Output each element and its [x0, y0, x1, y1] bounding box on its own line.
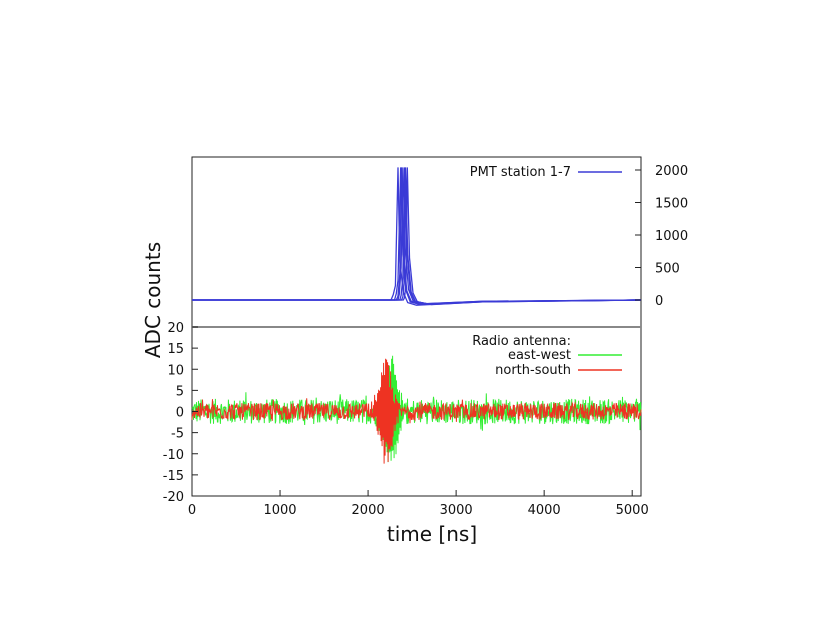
- bottom-y-tick-label: -10: [163, 448, 184, 463]
- x-tick-label: 1000: [263, 503, 296, 518]
- x-tick-label: 3000: [440, 503, 473, 518]
- legend-label-north-south: north-south: [495, 363, 571, 378]
- legend-label-east-west: east-west: [508, 348, 571, 363]
- top-legend: PMT station 1-7: [470, 165, 622, 180]
- pmt-trace-7: [192, 167, 642, 306]
- bottom-y-tick-label: -5: [171, 427, 184, 442]
- bottom-y-tick-label: 5: [176, 384, 184, 399]
- legend-title-radio: Radio antenna:: [472, 334, 571, 349]
- x-tick-label: 4000: [528, 503, 561, 518]
- bottom-y-tick-label: -15: [163, 469, 184, 484]
- top-panel-series: [192, 167, 642, 306]
- bottom-y-tick-label: 20: [167, 321, 184, 336]
- pmt-trace-5: [192, 167, 642, 305]
- bottom-legend: Radio antenna: east-west north-south: [472, 334, 622, 378]
- x-tick-label: 5000: [616, 503, 649, 518]
- top-y-tick-label: 500: [655, 262, 680, 277]
- y-axis-label: ADC counts: [141, 242, 165, 358]
- bottom-y-tick-label: -20: [163, 490, 184, 505]
- x-axis-label: time [ns]: [387, 522, 477, 546]
- top-y-tick-label: 1000: [655, 229, 688, 244]
- pmt-trace-2: [192, 167, 642, 306]
- radio-trace-north-south: [191, 358, 642, 464]
- pmt-trace-3: [192, 167, 642, 305]
- bottom-y-tick-label: 10: [167, 363, 184, 378]
- pmt-trace-1: [192, 167, 642, 306]
- x-tick-label: 0: [188, 503, 196, 518]
- top-y-tick-label: 0: [655, 294, 663, 309]
- axis-ticks: 0 500 1000 1500 2000 -20 -15 -10 -5 0 5 10 15 20 0 1000…: [163, 164, 688, 518]
- top-y-tick-label: 2000: [655, 164, 688, 179]
- legend-label-pmt: PMT station 1-7: [470, 165, 571, 180]
- top-y-tick-label: 1500: [655, 197, 688, 212]
- bottom-y-tick-label: 0: [176, 406, 184, 421]
- bottom-y-tick-label: 15: [167, 342, 184, 357]
- bottom-panel-series: [191, 355, 642, 464]
- pmt-trace-4: [192, 167, 642, 305]
- x-tick-label: 2000: [352, 503, 385, 518]
- pmt-trace-6: [192, 167, 642, 305]
